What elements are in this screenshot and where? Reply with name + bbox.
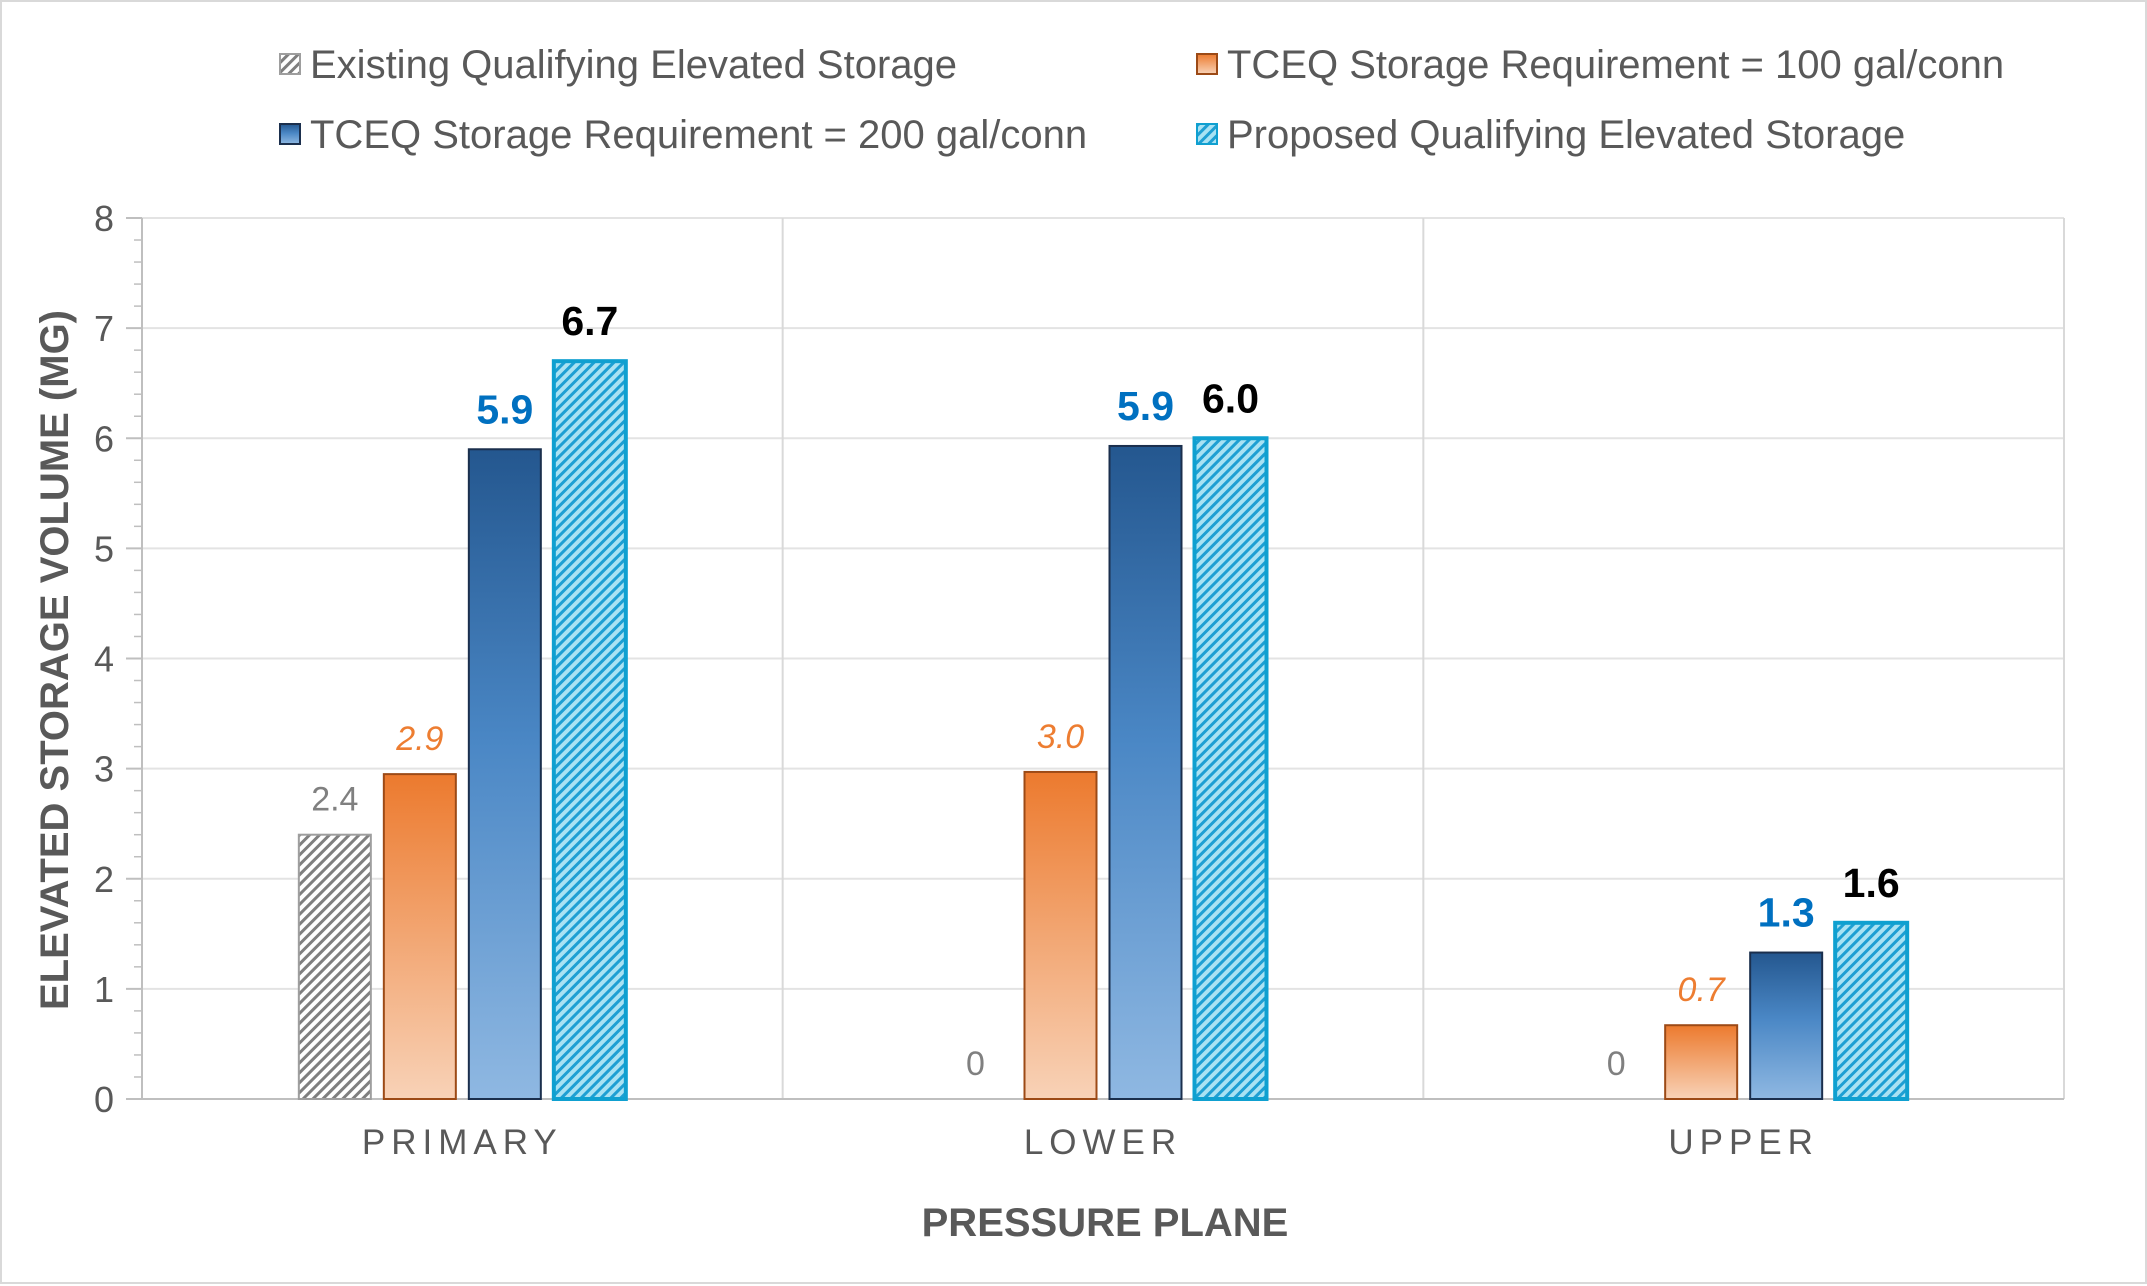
legend-swatch-tceq-storage-requirement-100-gal-conn — [1196, 53, 1218, 75]
legend-swatch-proposed-qualifying-elevated-storage — [1196, 123, 1218, 145]
bar-proposed-qualifying-elevated-storage-lower — [1192, 436, 1269, 1101]
bar-tceq-storage-requirement-100-gal-conn-lower — [1023, 770, 1098, 1101]
legend-label-tceq-storage-requirement-100-gal-conn: TCEQ Storage Requirement = 100 gal/conn — [1227, 43, 2004, 87]
bar-proposed-qualifying-elevated-storage-primary — [551, 359, 628, 1102]
y-tick-label: 2 — [94, 859, 114, 900]
data-label-tceq-storage-requirement-200-gal-conn-lower: 5.9 — [1117, 383, 1174, 429]
data-label-tceq-storage-requirement-200-gal-conn-primary: 5.9 — [476, 386, 533, 432]
bar-proposed-qualifying-elevated-storage-upper — [1833, 920, 1910, 1101]
category-label-upper: UPPER — [1668, 1123, 1819, 1162]
bar-tceq-storage-requirement-200-gal-conn-primary — [467, 448, 542, 1100]
data-label-proposed-qualifying-elevated-storage-primary: 6.7 — [561, 298, 618, 344]
y-axis-title: ELEVATED STORAGE VOLUME (MG) — [33, 310, 77, 1010]
category-label-primary: PRIMARY — [362, 1123, 563, 1162]
bar-existing-qualifying-elevated-storage-primary — [297, 833, 372, 1100]
legend-label-existing-qualifying-elevated-storage: Existing Qualifying Elevated Storage — [310, 43, 957, 87]
y-tick-label: 8 — [94, 198, 114, 239]
x-axis-title: PRESSURE PLANE — [922, 1201, 1289, 1245]
legend-label-proposed-qualifying-elevated-storage: Proposed Qualifying Elevated Storage — [1227, 113, 1905, 157]
bar-tceq-storage-requirement-100-gal-conn-primary — [382, 773, 457, 1100]
legend-swatch-existing-qualifying-elevated-storage — [279, 53, 301, 75]
data-label-existing-qualifying-elevated-storage-lower: 0 — [966, 1045, 985, 1083]
data-label-proposed-qualifying-elevated-storage-upper: 1.6 — [1843, 860, 1900, 906]
legend-swatch-tceq-storage-requirement-200-gal-conn — [279, 123, 301, 145]
bar-tceq-storage-requirement-100-gal-conn-upper — [1664, 1024, 1739, 1100]
category-label-lower: LOWER — [1024, 1123, 1182, 1162]
data-label-existing-qualifying-elevated-storage-upper: 0 — [1607, 1045, 1626, 1083]
bar-tceq-storage-requirement-200-gal-conn-upper — [1749, 951, 1824, 1100]
y-tick-label: 7 — [94, 308, 114, 349]
y-tick-label: 4 — [94, 639, 114, 680]
data-label-proposed-qualifying-elevated-storage-lower: 6.0 — [1202, 375, 1259, 421]
legend-label-tceq-storage-requirement-200-gal-conn: TCEQ Storage Requirement = 200 gal/conn — [310, 113, 1087, 157]
y-tick-label: 1 — [94, 969, 114, 1010]
data-label-existing-qualifying-elevated-storage-primary: 2.4 — [311, 781, 358, 819]
y-tick-label: 0 — [94, 1079, 114, 1120]
y-tick-label: 6 — [94, 418, 114, 459]
data-label-tceq-storage-requirement-200-gal-conn-upper: 1.3 — [1758, 890, 1815, 936]
data-label-tceq-storage-requirement-100-gal-conn-lower: 3.0 — [1037, 718, 1084, 756]
y-tick-label: 5 — [94, 528, 114, 569]
data-label-tceq-storage-requirement-100-gal-conn-upper: 0.7 — [1678, 971, 1726, 1009]
y-tick-label: 3 — [94, 749, 114, 790]
data-label-tceq-storage-requirement-100-gal-conn-primary: 2.9 — [395, 720, 443, 758]
bar-tceq-storage-requirement-200-gal-conn-lower — [1108, 444, 1183, 1100]
